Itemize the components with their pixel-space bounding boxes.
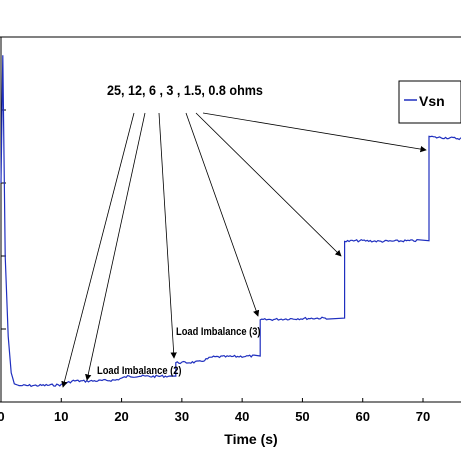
x-tick-label: 20 — [114, 409, 128, 424]
x-tick-label: 10 — [54, 409, 68, 424]
x-tick-label: 40 — [235, 409, 249, 424]
annotation-load-imbalance-2: Load Imbalance (2) — [97, 365, 182, 377]
legend-box — [398, 80, 461, 124]
arrow-to-step-6 — [202, 112, 427, 153]
arrow-to-step-5 — [195, 112, 342, 257]
series-line-vsn — [0, 55, 461, 388]
arrow-to-step-2 — [85, 112, 146, 381]
x-axis-label: Time (s) — [224, 431, 277, 447]
legend: Vsn — [398, 80, 461, 124]
annotation-load-imbalance-3: Load Imbalance (3) — [176, 326, 261, 338]
annotation-resistances: 25, 12, 6 , 3 , 1.5, 0.8 ohms — [107, 82, 263, 98]
arrow-to-step-4 — [185, 112, 260, 317]
x-tick-label: 60 — [355, 409, 369, 424]
x-tick-label: 0 — [0, 409, 5, 424]
arrow-to-step-3 — [158, 112, 177, 359]
annotation-arrows — [61, 112, 427, 388]
legend-label-vsn: Vsn — [419, 93, 445, 109]
plot-area — [0, 55, 461, 388]
x-tick-label: 30 — [175, 409, 189, 424]
x-tick-label: 50 — [295, 409, 309, 424]
x-tick-label: 70 — [416, 409, 430, 424]
arrow-to-step-1 — [61, 112, 135, 388]
x-ticks: 0 10 20 30 40 50 60 70 — [0, 398, 430, 424]
